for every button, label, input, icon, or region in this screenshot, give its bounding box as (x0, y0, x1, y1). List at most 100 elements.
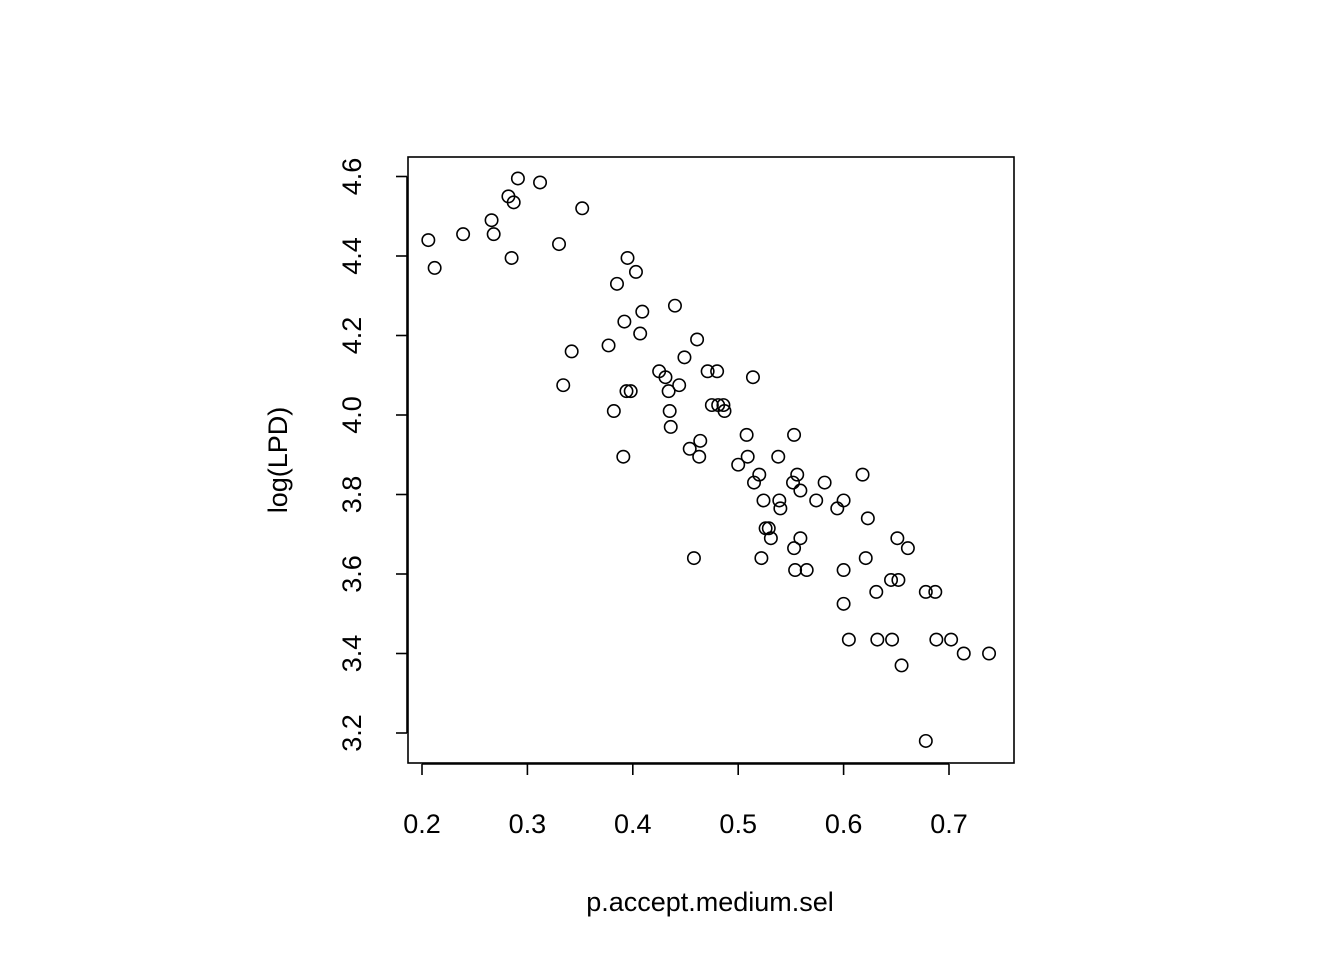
data-point (486, 227, 501, 242)
data-point (787, 427, 802, 442)
y-axis-label: log(LPD) (263, 407, 293, 514)
data-point (504, 250, 519, 265)
data-point (633, 326, 648, 341)
data-point (761, 521, 776, 536)
data-point (786, 475, 801, 490)
plot-frame (407, 156, 1015, 764)
data-point (891, 572, 906, 587)
data-point (855, 467, 870, 482)
data-point (841, 632, 856, 647)
data-point (739, 427, 754, 442)
data-point (623, 384, 638, 399)
data-points (421, 171, 997, 748)
data-point (745, 370, 760, 385)
data-point (620, 250, 635, 265)
data-point (817, 475, 832, 490)
data-point (663, 419, 678, 434)
data-point (619, 384, 634, 399)
data-point (900, 541, 915, 556)
data-point (704, 398, 719, 413)
data-point (484, 213, 499, 228)
data-point (884, 572, 899, 587)
x-tick-label: 0.5 (719, 809, 757, 839)
data-point (628, 264, 643, 279)
data-point (564, 344, 579, 359)
data-point (421, 233, 436, 248)
y-tick-label: 4.2 (337, 317, 367, 355)
data-point (731, 457, 746, 472)
data-point (763, 531, 778, 546)
data-point (836, 563, 851, 578)
data-point (836, 493, 851, 508)
data-point (982, 646, 997, 661)
data-point (740, 449, 755, 464)
data-point (661, 384, 676, 399)
data-point (929, 632, 944, 647)
data-point (686, 551, 701, 566)
data-point (635, 304, 650, 319)
data-point (617, 314, 632, 329)
x-axis: 0.2 0.3 0.4 0.5 0.6 0.7 (403, 763, 968, 839)
data-point (690, 332, 705, 347)
data-point (928, 584, 943, 599)
y-tick-label: 3.4 (337, 635, 367, 673)
data-point (869, 584, 884, 599)
data-point (756, 493, 771, 508)
data-point (790, 467, 805, 482)
data-point (716, 398, 731, 413)
data-point (860, 511, 875, 526)
y-tick-label: 4.6 (337, 158, 367, 196)
data-point (894, 658, 909, 673)
y-axis: 3.2 3.4 3.6 3.8 4.0 4.2 4.4 4.6 (337, 158, 408, 752)
data-point (609, 276, 624, 291)
data-point (793, 531, 808, 546)
data-point (918, 584, 933, 599)
x-tick-label: 0.2 (403, 809, 441, 839)
data-point (858, 551, 873, 566)
x-tick-label: 0.7 (930, 809, 968, 839)
data-point (700, 364, 715, 379)
data-point (885, 632, 900, 647)
data-point (682, 441, 697, 456)
data-point (752, 467, 767, 482)
data-point (787, 541, 802, 556)
data-point (710, 364, 725, 379)
x-tick-label: 0.4 (614, 809, 652, 839)
data-point (793, 483, 808, 498)
data-point (788, 563, 803, 578)
y-tick-label: 3.8 (337, 476, 367, 514)
data-point (662, 404, 677, 419)
data-point (456, 227, 471, 242)
data-point (692, 449, 707, 464)
data-point (772, 493, 787, 508)
data-point (667, 298, 682, 313)
data-point (677, 350, 692, 365)
data-point (956, 646, 971, 661)
data-point (830, 501, 845, 516)
data-point (556, 378, 571, 393)
data-point (771, 449, 786, 464)
data-point (552, 237, 567, 252)
data-point (658, 370, 673, 385)
data-point (870, 632, 885, 647)
data-point (944, 632, 959, 647)
data-point (836, 596, 851, 611)
data-point (799, 563, 814, 578)
data-point (606, 404, 621, 419)
data-point (717, 404, 732, 419)
y-tick-label: 4.0 (337, 396, 367, 434)
data-point (510, 171, 525, 186)
data-point (506, 195, 521, 210)
y-tick-label: 3.6 (337, 555, 367, 593)
data-point (918, 733, 933, 748)
y-tick-label: 3.2 (337, 714, 367, 752)
data-point (427, 260, 442, 275)
data-point (575, 201, 590, 216)
data-point (890, 531, 905, 546)
data-point (693, 433, 708, 448)
x-tick-label: 0.3 (509, 809, 547, 839)
y-tick-label: 4.4 (337, 237, 367, 275)
x-axis-label: p.accept.medium.sel (586, 887, 834, 917)
data-point (809, 493, 824, 508)
